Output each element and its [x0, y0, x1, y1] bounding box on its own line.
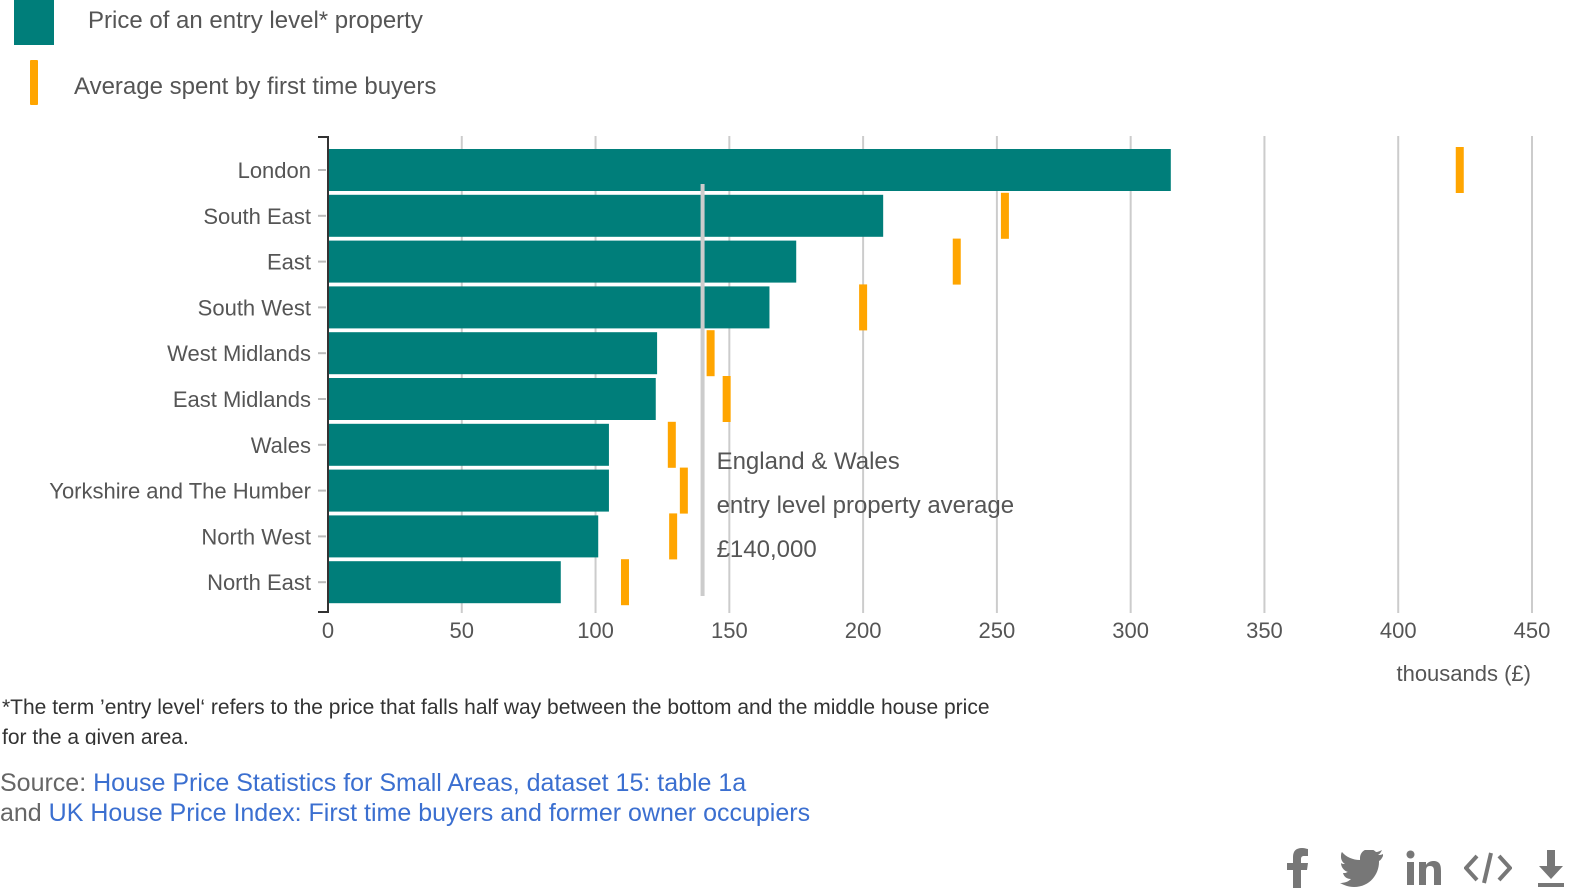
source-link-hpi[interactable]: UK House Price Index: First time buyers … [48, 799, 811, 827]
bar-north-west [328, 515, 599, 558]
x-axis-title: thousands (£) [1396, 661, 1531, 686]
ftb-tick-wales [667, 421, 676, 468]
x-tick-label-150: 150 [711, 618, 748, 643]
category-label-yorkshire-and-the-humber: Yorkshire and The Humber [49, 479, 311, 504]
reference-annotation-line-3: £140,000 [717, 536, 817, 563]
bar-north-east [328, 561, 561, 604]
category-label-west-midlands: West Midlands [167, 341, 311, 366]
first-time-buyer-ticks-layer [620, 147, 1464, 606]
source-link-small-areas[interactable]: House Price Statistics for Small Areas, … [93, 769, 747, 797]
category-label-london: London [238, 158, 311, 183]
category-label-south-west: South West [198, 295, 311, 320]
category-label-east: East [267, 250, 311, 275]
bar-west-midlands [328, 332, 658, 375]
ftb-tick-west-midlands [706, 330, 715, 377]
reference-layer: England & Wales entry level property aver… [700, 184, 1015, 596]
x-tick-label-0: 0 [322, 618, 334, 643]
source-prefix: Source: [0, 769, 94, 797]
bar-chart: England & Wales entry level property aver… [49, 136, 1550, 686]
share-bar [1280, 846, 1570, 890]
source: Source: House Price Statistics for Small… [0, 768, 810, 828]
bar-south-east [328, 194, 884, 237]
category-label-south-east: South East [203, 204, 311, 229]
ftb-tick-south-east [1000, 192, 1009, 239]
ftb-tick-east [952, 238, 961, 285]
bars-layer [328, 149, 1171, 604]
ftb-tick-south-west [859, 284, 868, 331]
bar-south-west [328, 286, 770, 329]
download-icon[interactable] [1536, 848, 1566, 888]
bar-wales [328, 423, 609, 466]
category-label-north-east: North East [207, 570, 311, 595]
ftb-tick-london [1455, 147, 1464, 193]
linkedin-icon[interactable] [1406, 850, 1442, 886]
x-tick-label-300: 300 [1112, 618, 1149, 643]
ftb-tick-north-west [669, 513, 678, 560]
legend-label-first-time-buyers: Average spent by first time buyers [74, 73, 437, 100]
x-tick-label-250: 250 [979, 618, 1016, 643]
x-tick-label-350: 350 [1246, 618, 1283, 643]
facebook-icon[interactable] [1286, 846, 1310, 888]
category-label-wales: Wales [251, 433, 311, 458]
source-joiner: and [0, 799, 49, 827]
twitter-icon[interactable] [1340, 850, 1384, 888]
category-label-east-midlands: East Midlands [173, 387, 311, 412]
reference-annotation-line-1: England & Wales [717, 448, 900, 475]
labels-layer: 0 50 100 150 200 250 300 350 400 450 thousands (£)… [49, 158, 1550, 686]
legend-swatch-entry-level [14, 0, 54, 45]
x-tick-label-450: 450 [1514, 618, 1551, 643]
x-tick-label-100: 100 [577, 618, 614, 643]
bar-yorkshire-and-the-humber [328, 469, 609, 512]
bar-london [328, 149, 1171, 191]
legend-swatch-first-time-buyers [30, 60, 38, 105]
legend-label-entry-level: Price of an entry level* property [88, 7, 423, 34]
category-label-north-west: North West [201, 524, 311, 549]
axis-layer [318, 136, 329, 613]
ftb-tick-north-east [620, 559, 629, 606]
x-tick-label-50: 50 [450, 618, 474, 643]
x-tick-label-200: 200 [845, 618, 882, 643]
embed-code-icon[interactable] [1464, 850, 1512, 886]
reference-annotation-line-2: entry level property average [717, 492, 1015, 519]
ftb-tick-yorkshire-and-the-humber [679, 467, 688, 514]
ftb-tick-east-midlands [722, 376, 731, 422]
footnote: *The term ’entry level‘ refers to the pr… [2, 696, 990, 745]
bar-east [328, 240, 797, 283]
bar-east-midlands [328, 378, 656, 420]
x-tick-label-400: 400 [1380, 618, 1417, 643]
